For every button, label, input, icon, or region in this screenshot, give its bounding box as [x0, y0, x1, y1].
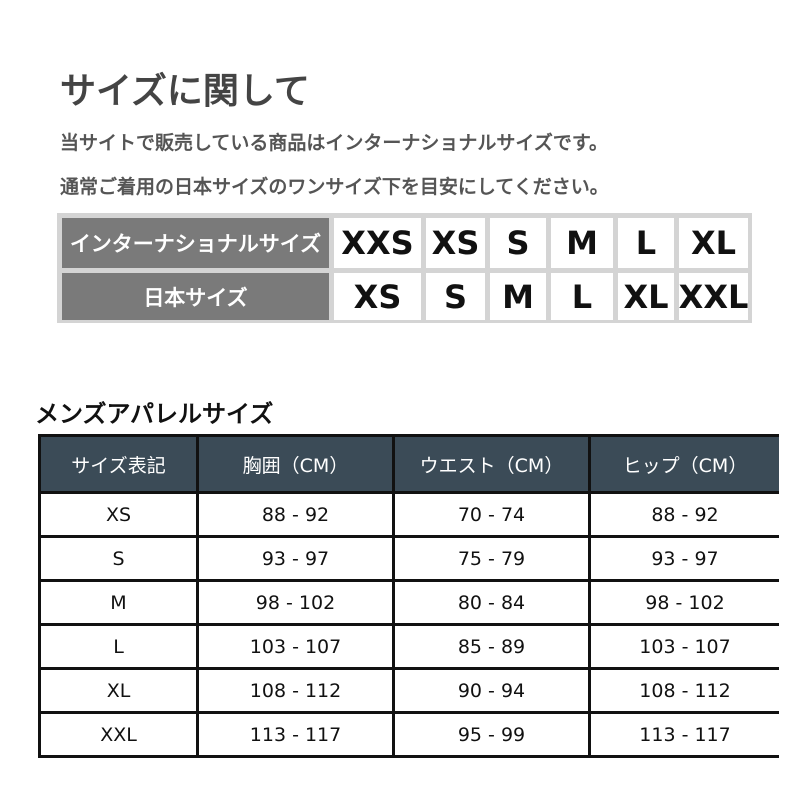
table-cell: 85 - 89 — [395, 626, 588, 667]
note: 当サイトで販売している商品はインターナショナルサイズです。 — [60, 132, 608, 154]
section-title: メンズアパレルサイズ — [35, 400, 274, 428]
table-cell: L — [41, 626, 196, 667]
size-cell: M — [551, 218, 613, 268]
table-cell: 95 - 99 — [395, 714, 588, 755]
note: 通常ご着用の日本サイズのワンサイズ下を目安にしてください。 — [60, 176, 609, 198]
table-cell: 98 - 102 — [199, 582, 392, 623]
table-cell: 108 - 112 — [591, 670, 779, 711]
size-cell: XXS — [334, 218, 421, 268]
mens-size-table: サイズ表記 胸囲（CM） ウエスト（CM） ヒップ（CM） XS 88 - 92 70 - … — [38, 434, 779, 758]
table-cell: XL — [41, 670, 196, 711]
table-cell: 80 - 84 — [395, 582, 588, 623]
column-header: ウエスト（CM） — [395, 437, 588, 491]
size-cell: S — [490, 218, 546, 268]
table-cell: M — [41, 582, 196, 623]
size-cell: L — [551, 273, 613, 320]
size-conversion-table: インターナショナルサイズ XXS XS S M L XL 日本サイズ XS S M L XL XXL — [57, 213, 752, 323]
page-title: サイズに関して — [60, 71, 310, 112]
size-cell: S — [426, 273, 485, 320]
size-cell: M — [490, 273, 546, 320]
table-cell: 98 - 102 — [591, 582, 779, 623]
table-cell: XXL — [41, 714, 196, 755]
column-header: ヒップ（CM） — [591, 437, 779, 491]
column-header: 胸囲（CM） — [199, 437, 392, 491]
table-cell: 103 - 107 — [199, 626, 392, 667]
size-cell: XL — [618, 273, 674, 320]
table-cell: 90 - 94 — [395, 670, 588, 711]
table-cell: 93 - 97 — [199, 538, 392, 579]
row-label: 日本サイズ — [62, 273, 329, 320]
table-cell: 70 - 74 — [395, 494, 588, 535]
row-label: インターナショナルサイズ — [62, 218, 329, 268]
column-header: サイズ表記 — [41, 437, 196, 491]
table-cell: 93 - 97 — [591, 538, 779, 579]
table-cell: 75 - 79 — [395, 538, 588, 579]
size-cell: XXL — [679, 273, 748, 320]
table-cell: 113 - 117 — [199, 714, 392, 755]
table-cell: XS — [41, 494, 196, 535]
table-cell: 88 - 92 — [591, 494, 779, 535]
size-cell: XL — [679, 218, 748, 268]
table-cell: 108 - 112 — [199, 670, 392, 711]
table-cell: 103 - 107 — [591, 626, 779, 667]
size-cell: L — [618, 218, 674, 268]
size-cell: XS — [334, 273, 421, 320]
size-cell: XS — [426, 218, 485, 268]
table-cell: 113 - 117 — [591, 714, 779, 755]
table-cell: 88 - 92 — [199, 494, 392, 535]
table-cell: S — [41, 538, 196, 579]
